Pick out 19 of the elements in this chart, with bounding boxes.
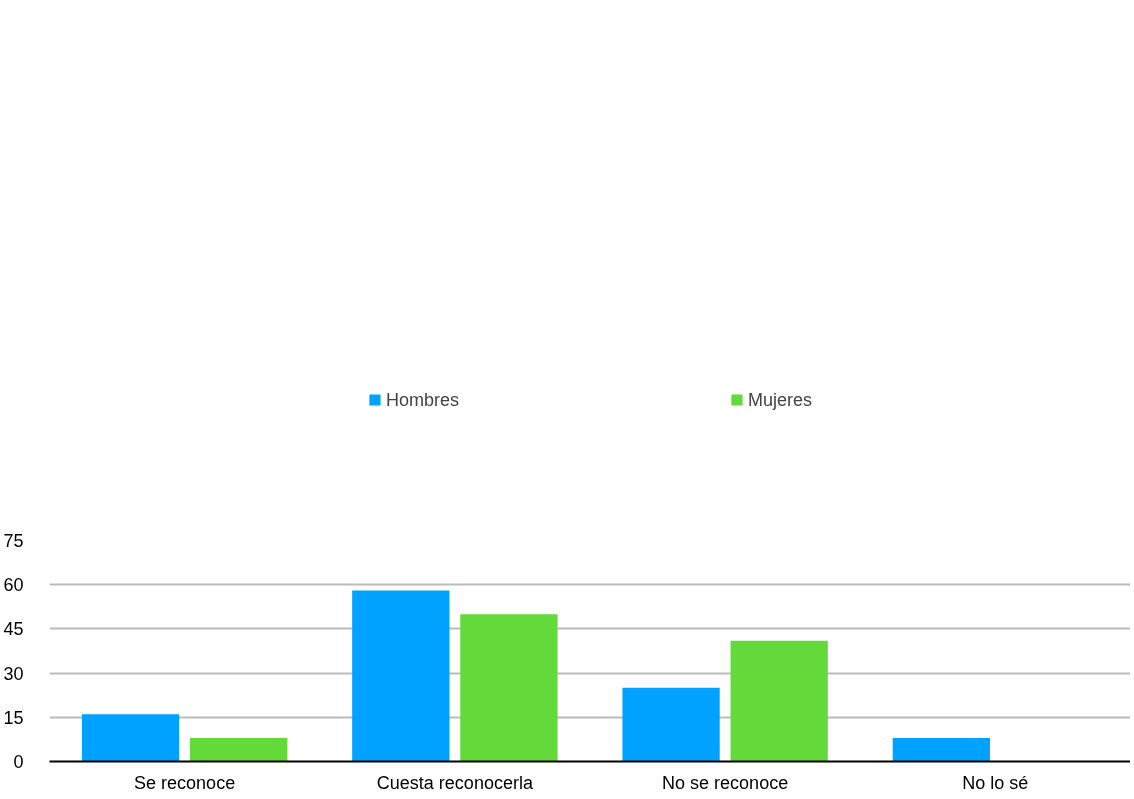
- y-tick-label: 15: [3, 707, 24, 728]
- y-tick-label: 45: [3, 619, 24, 640]
- x-tick-label: No lo sé: [962, 772, 1029, 793]
- x-tick-label: Se reconoce: [134, 772, 236, 793]
- bar: [190, 737, 288, 762]
- legend-label: Mujeres: [748, 389, 813, 411]
- bar: [81, 714, 180, 762]
- x-tick-label: No se reconoce: [662, 772, 789, 793]
- y-tick-label: 75: [3, 531, 24, 551]
- y-tick-label: 0: [13, 752, 24, 772]
- bar: [460, 614, 558, 762]
- bar: [622, 687, 720, 762]
- bar: [730, 640, 828, 762]
- y-tick-label: 30: [3, 663, 24, 684]
- y-tick-label: 60: [3, 575, 24, 596]
- legend-label: Hombres: [385, 389, 459, 411]
- bar: [352, 590, 450, 762]
- bar: [892, 737, 990, 762]
- x-tick-label: Cuesta reconocerla: [376, 772, 534, 793]
